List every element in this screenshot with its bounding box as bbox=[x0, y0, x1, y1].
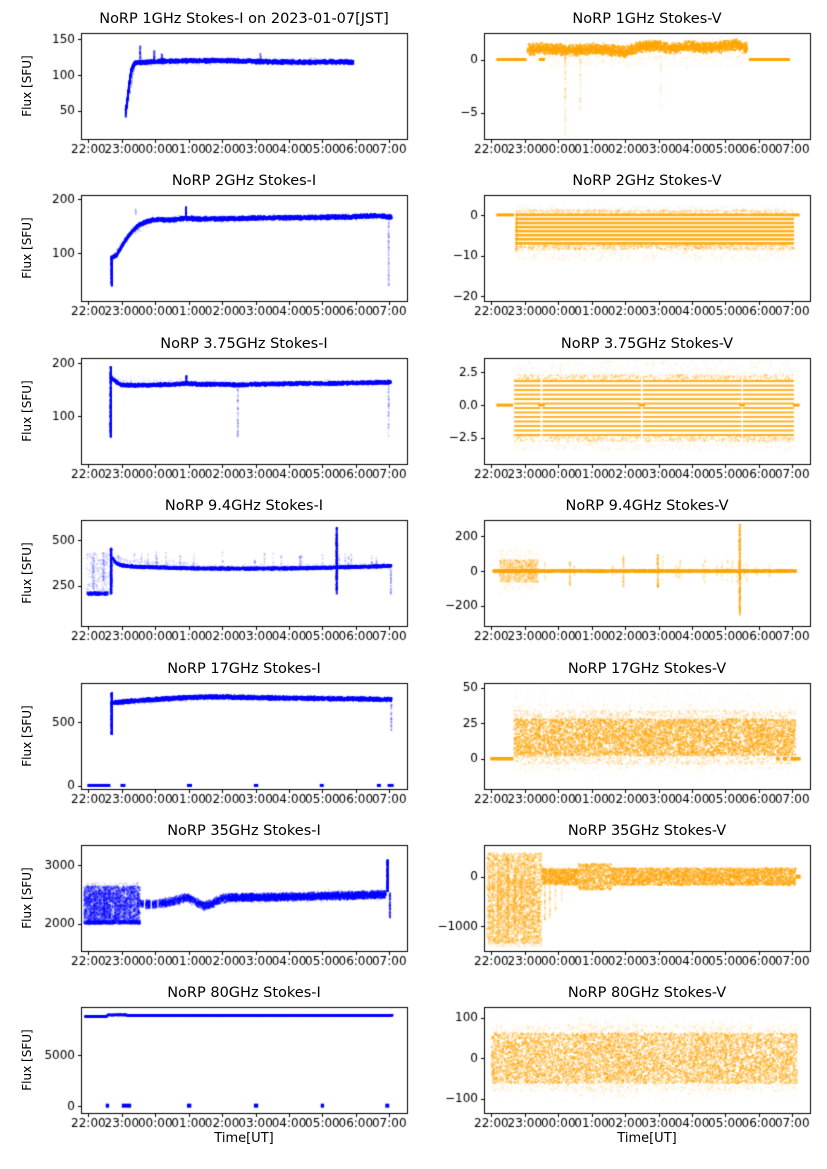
plot-title-1ghz-stokes-v: NoRP 1GHz Stokes-V bbox=[572, 11, 722, 27]
y-axis-label-row5: Flux [SFU] bbox=[20, 705, 34, 767]
plot-title-35ghz-stokes-v: NoRP 35GHz Stokes-V bbox=[567, 823, 727, 839]
y-axis-label-row2: Flux [SFU] bbox=[20, 217, 34, 279]
plot-title-1ghz-stokes-i: NoRP 1GHz Stokes-I on 2023-01-07[JST] bbox=[99, 11, 389, 27]
y-axis-label-row4: Flux [SFU] bbox=[20, 542, 34, 604]
plot-title-17ghz-stokes-i: NoRP 17GHz Stokes-I bbox=[167, 661, 321, 677]
plot-title-35ghz-stokes-i: NoRP 35GHz Stokes-I bbox=[167, 823, 321, 839]
y-axis-label-row3: Flux [SFU] bbox=[20, 380, 34, 442]
y-axis-label-row6: Flux [SFU] bbox=[20, 867, 34, 929]
x-axis-label-right: Time[UT] bbox=[617, 1131, 677, 1146]
plot-title-3-75ghz-stokes-v: NoRP 3.75GHz Stokes-V bbox=[560, 336, 734, 352]
plot-title-80ghz-stokes-i: NoRP 80GHz Stokes-I bbox=[167, 985, 321, 1001]
plot-title-2ghz-stokes-i: NoRP 2GHz Stokes-I bbox=[171, 173, 317, 189]
plot-title-9-4ghz-stokes-v: NoRP 9.4GHz Stokes-V bbox=[565, 498, 729, 514]
y-axis-label-row1: Flux [SFU] bbox=[20, 55, 34, 117]
plot-title-3-75ghz-stokes-i: NoRP 3.75GHz Stokes-I bbox=[160, 336, 328, 352]
plot-title-2ghz-stokes-v: NoRP 2GHz Stokes-V bbox=[572, 173, 722, 189]
plot-title-17ghz-stokes-v: NoRP 17GHz Stokes-V bbox=[567, 661, 727, 677]
plot-title-80ghz-stokes-v: NoRP 80GHz Stokes-V bbox=[567, 985, 727, 1001]
y-axis-label-row7: Flux [SFU] bbox=[20, 1029, 34, 1091]
x-axis-label-left: Time[UT] bbox=[214, 1131, 274, 1146]
plot-title-9-4ghz-stokes-i: NoRP 9.4GHz Stokes-I bbox=[164, 498, 324, 514]
